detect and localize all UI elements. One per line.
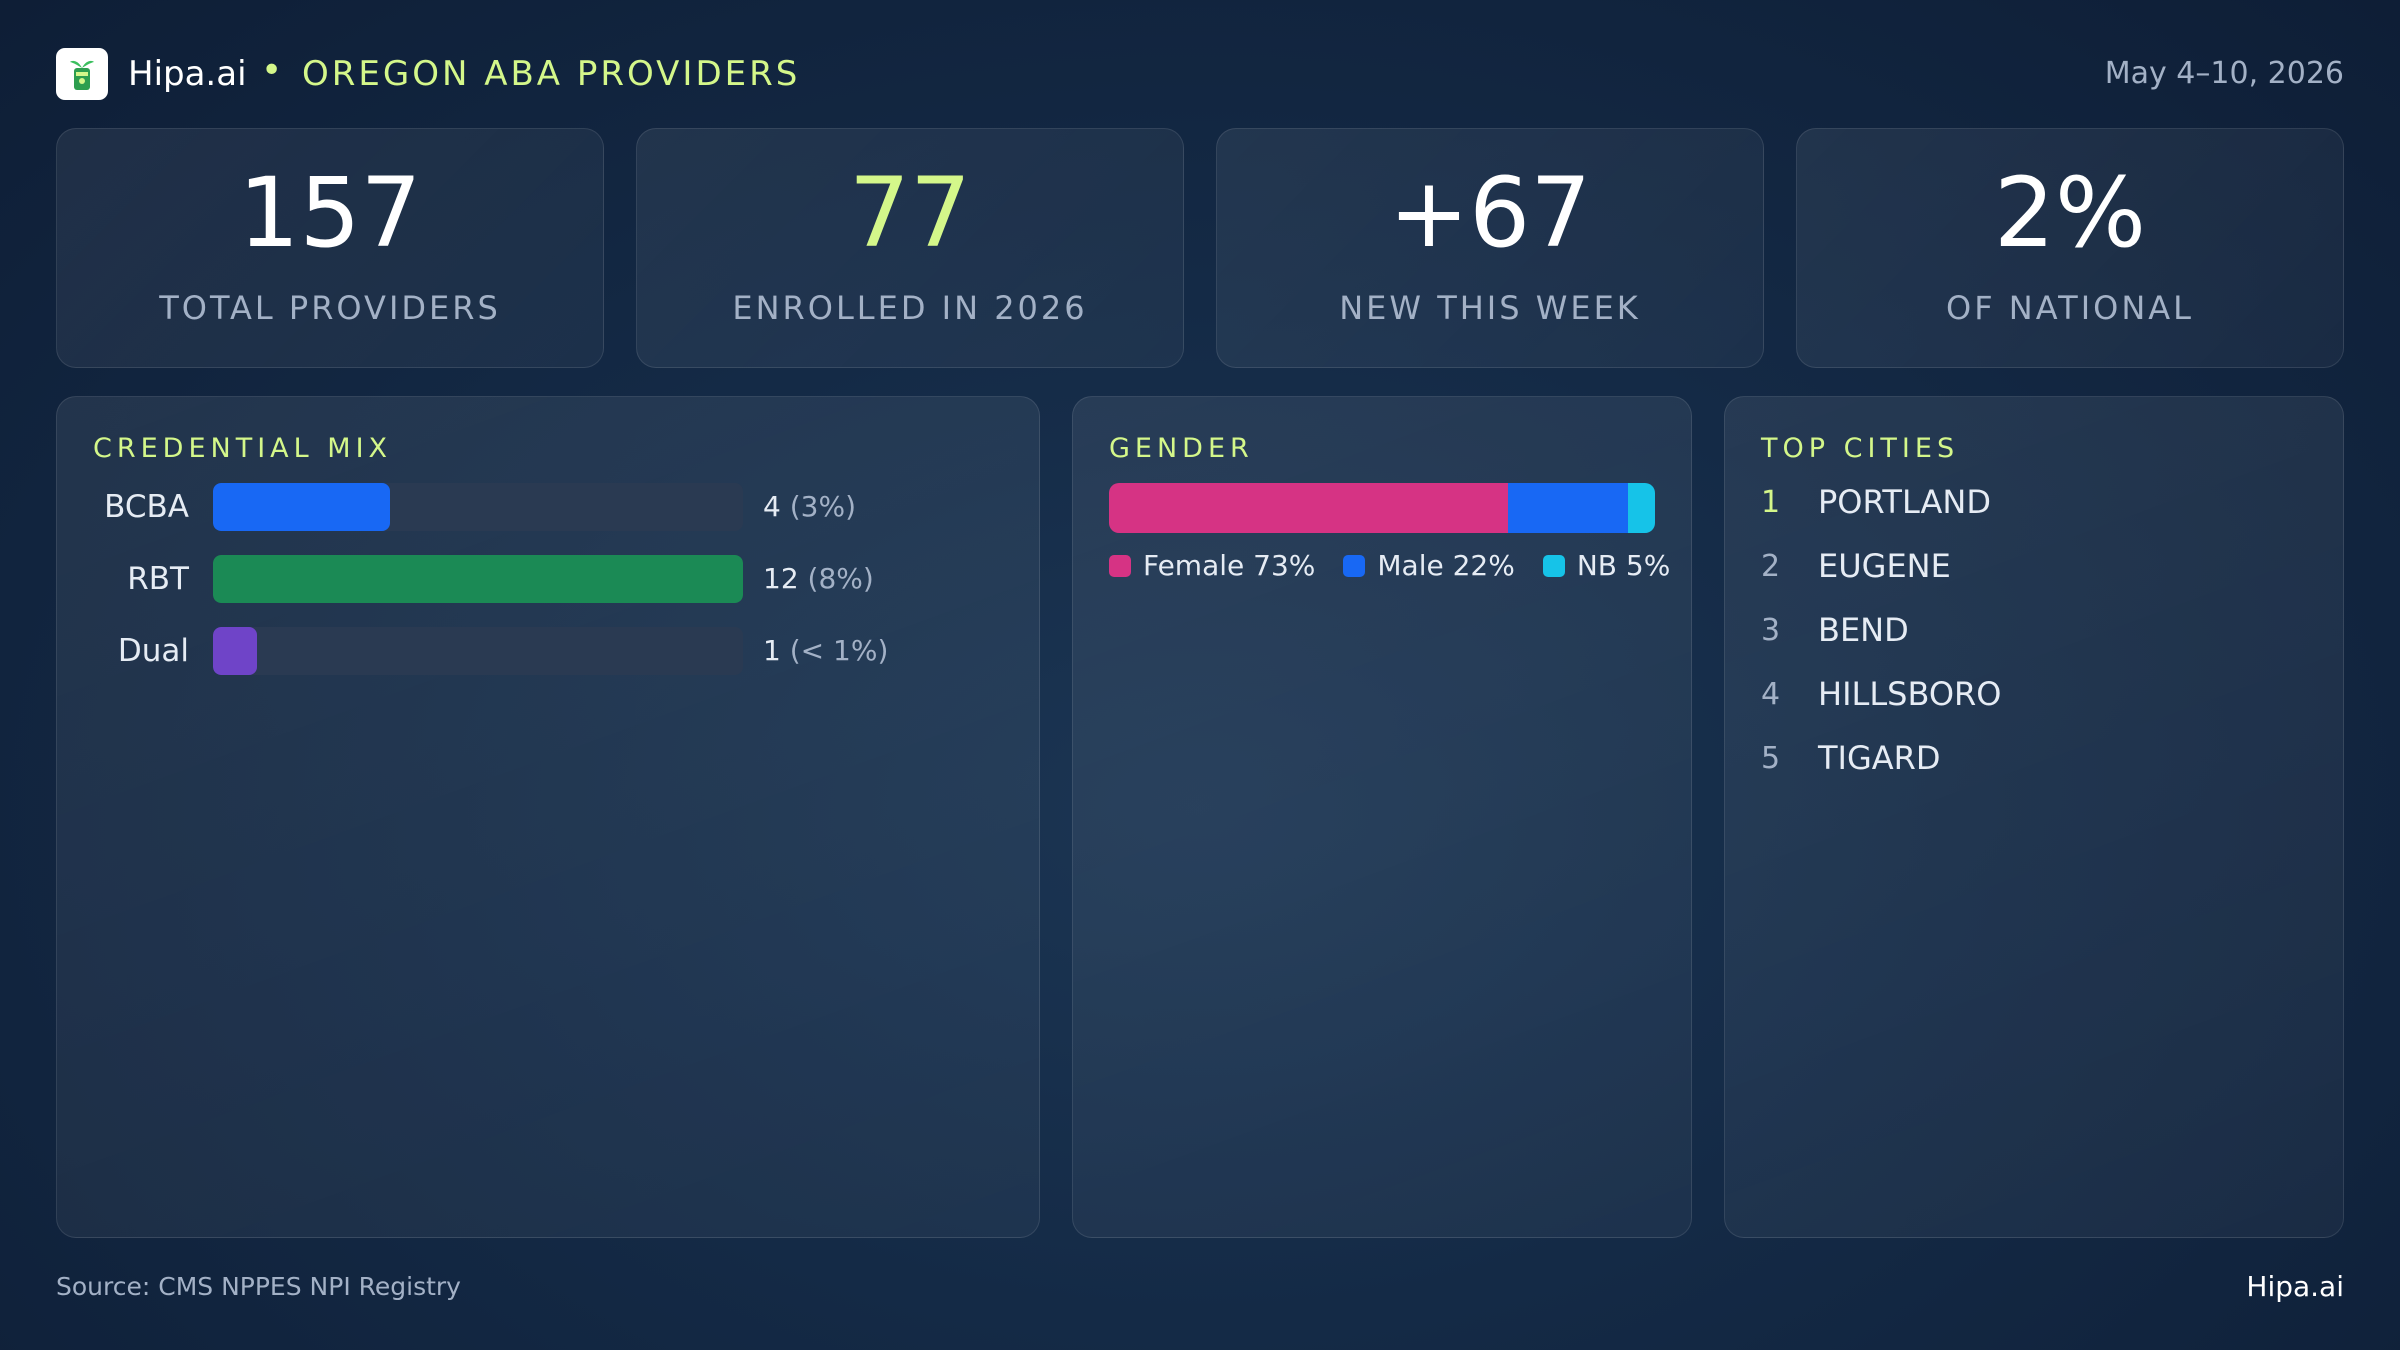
- panel-title: CREDENTIAL MIX: [93, 433, 393, 464]
- kpi-label: TOTAL PROVIDERS: [159, 289, 501, 327]
- kpi-label: OF NATIONAL: [1946, 289, 2194, 327]
- city-name: BEND: [1818, 611, 1909, 649]
- legend-label: Female 73%: [1143, 549, 1316, 582]
- city-rank: 5: [1761, 741, 1781, 776]
- bar-category-label: Dual: [117, 633, 189, 669]
- leaf-cup-icon: [70, 60, 94, 90]
- bar-value-label: 4 (3%): [763, 490, 856, 523]
- bar-bcba: [213, 483, 390, 531]
- credential-row: RBT 12 (8%): [57, 555, 1039, 603]
- date-range: May 4–10, 2026: [2104, 56, 2344, 91]
- bar-percent: (3%): [789, 490, 857, 523]
- bar-count: 4: [763, 490, 781, 523]
- bar-track: [213, 555, 743, 603]
- kpi-card-total-providers: 157 TOTAL PROVIDERS: [56, 128, 604, 368]
- legend-item: Male 22%: [1343, 549, 1515, 582]
- kpi-value: 2%: [1993, 157, 2147, 269]
- panel-title: GENDER: [1109, 433, 1254, 464]
- city-list-item: 5 TIGARD: [1761, 737, 2261, 781]
- kpi-value: 77: [848, 157, 972, 269]
- city-list-item: 4 HILLSBORO: [1761, 673, 2261, 717]
- credential-row: Dual 1 (< 1%): [57, 627, 1039, 675]
- gender-stacked-bar: [1109, 483, 1655, 533]
- source-note: Source: CMS NPPES NPI Registry: [56, 1272, 461, 1301]
- footer-brand: Hipa.ai: [2246, 1270, 2344, 1303]
- city-name: TIGARD: [1818, 739, 1941, 777]
- panel-title: TOP CITIES: [1761, 433, 1960, 464]
- legend-swatch: [1542, 555, 1565, 577]
- gender-legend: Female 73% Male 22% NB 5%: [1109, 549, 1698, 589]
- city-rank: 3: [1761, 613, 1781, 648]
- legend-label: Male 22%: [1377, 549, 1515, 582]
- city-rank: 2: [1761, 549, 1781, 584]
- credential-mix-panel: CREDENTIAL MIX BCBA 4 (3%) RBT 12 (8%) Dual 1…: [56, 396, 1040, 1238]
- bar-category-label: BCBA: [104, 489, 189, 525]
- bar-count: 1: [763, 634, 781, 667]
- credential-row: BCBA 4 (3%): [57, 483, 1039, 531]
- city-list-item: 1 PORTLAND: [1761, 481, 2261, 525]
- brand-name: Hipa.ai: [128, 54, 247, 94]
- city-list-item: 2 EUGENE: [1761, 545, 2261, 589]
- gender-segment-female: [1109, 483, 1508, 533]
- bar-track: [213, 627, 743, 675]
- gender-panel: GENDER Female 73% Male 22% NB 5%: [1072, 396, 1692, 1238]
- header: Hipa.ai • OREGON ABA PROVIDERS May 4–10,…: [56, 46, 2344, 104]
- kpi-value: +67: [1388, 157, 1592, 269]
- title-separator: •: [261, 50, 283, 91]
- legend-item: NB 5%: [1542, 549, 1671, 582]
- kpi-label: NEW THIS WEEK: [1339, 289, 1641, 327]
- legend-swatch: [1109, 555, 1131, 577]
- bar-percent: (8%): [807, 562, 874, 595]
- bar-dual: [213, 627, 257, 675]
- bar-category-label: RBT: [127, 561, 189, 597]
- gender-segment-nb: [1627, 483, 1655, 533]
- bar-value-label: 1 (< 1%): [763, 634, 888, 667]
- kpi-card-new-this-week: +67 NEW THIS WEEK: [1216, 128, 1764, 368]
- legend-item: Female 73%: [1109, 549, 1315, 582]
- top-cities-panel: TOP CITIES 1 PORTLAND 2 EUGENE 3 BEND 4 HILLSBO…: [1724, 396, 2344, 1238]
- bar-rbt: [213, 555, 743, 603]
- bar-count: 12: [763, 562, 799, 595]
- city-name: EUGENE: [1818, 547, 1951, 585]
- bar-percent: (< 1%): [789, 634, 889, 667]
- city-name: HILLSBORO: [1818, 675, 2002, 713]
- page-title: OREGON ABA PROVIDERS: [302, 54, 801, 94]
- kpi-card-enrolled: 77 ENROLLED IN 2026: [636, 128, 1184, 368]
- kpi-value: 157: [238, 157, 422, 269]
- city-rank: 4: [1761, 677, 1781, 712]
- city-rank: 1: [1761, 485, 1781, 520]
- kpi-label: ENROLLED IN 2026: [732, 289, 1088, 327]
- kpi-card-of-national: 2% OF NATIONAL: [1796, 128, 2344, 368]
- logo: [56, 48, 108, 100]
- gender-segment-male: [1507, 483, 1628, 533]
- city-list-item: 3 BEND: [1761, 609, 2261, 653]
- bar-value-label: 12 (8%): [763, 562, 874, 595]
- bar-track: [213, 483, 743, 531]
- legend-label: NB 5%: [1576, 549, 1671, 582]
- legend-swatch: [1343, 555, 1366, 577]
- city-name: PORTLAND: [1818, 483, 1991, 521]
